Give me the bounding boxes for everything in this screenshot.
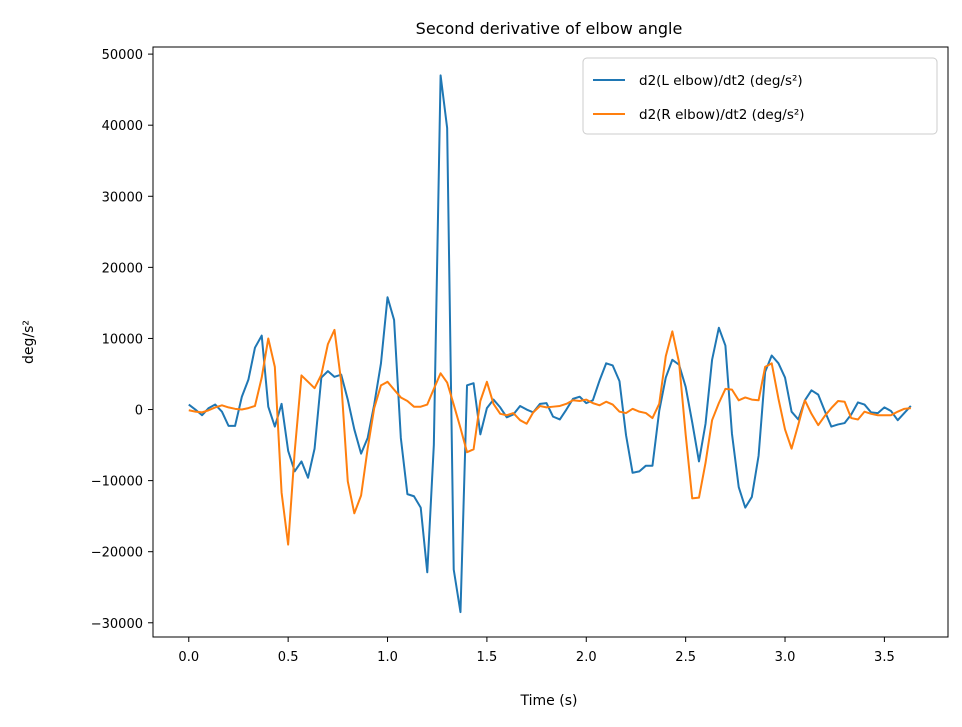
series-line-l-elbow: [188, 74, 912, 614]
plot-area: [153, 47, 948, 637]
y-axis: −30000 −20000 −10000 0 10000 20000 30000 40000 5…: [91, 48, 153, 632]
series-layer: [188, 74, 912, 614]
y-tick-label: 50000: [102, 48, 143, 63]
x-tick-label: 3.5: [874, 650, 895, 665]
x-axis-label: Time (s): [520, 693, 578, 709]
x-tick-label: 2.0: [576, 650, 597, 665]
legend-box: [582, 57, 938, 135]
x-axis: 0.0 0.5 1.0 1.5 2.0 2.5 3.0 3.5: [178, 637, 895, 665]
legend-label-r-elbow: d2(R elbow)/dt2 (deg/s²): [639, 107, 805, 123]
y-tick-label: 10000: [102, 332, 143, 347]
x-tick-label: 2.5: [675, 650, 696, 665]
y-tick-label: 0: [135, 404, 143, 419]
y-tick-label: 30000: [102, 190, 143, 205]
y-tick-label: 20000: [102, 261, 143, 276]
series-line-r-elbow: [188, 328, 911, 546]
legend-label-l-elbow: d2(L elbow)/dt2 (deg/s²): [639, 73, 803, 89]
x-tick-label: 1.0: [377, 650, 398, 665]
y-tick-label: −10000: [91, 475, 143, 490]
x-tick-label: 0.5: [278, 650, 299, 665]
chart-title: Second derivative of elbow angle: [416, 19, 683, 38]
x-tick-label: 0.0: [178, 650, 199, 665]
x-tick-label: 1.5: [477, 650, 498, 665]
y-tick-label: 40000: [102, 119, 143, 134]
x-tick-label: 3.0: [775, 650, 796, 665]
plot-frame: [152, 46, 949, 638]
y-tick-label: −20000: [91, 546, 143, 561]
y-tick-label: −30000: [91, 617, 143, 632]
y-axis-label: deg/s²: [21, 320, 37, 364]
legend: d2(L elbow)/dt2 (deg/s²) d2(R elbow)/dt2…: [582, 57, 938, 135]
